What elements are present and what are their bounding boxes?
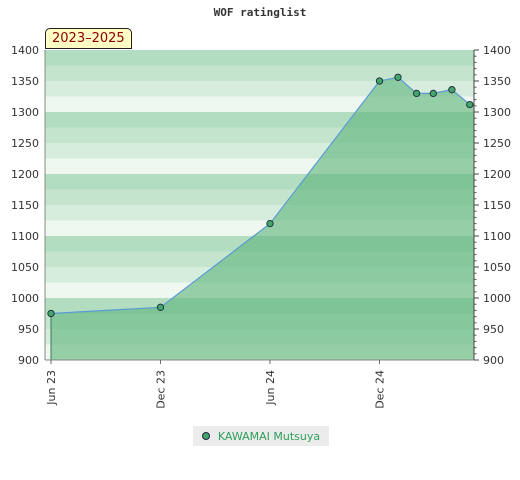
y-tick-label-right: 1350 (483, 75, 511, 88)
grid-band (45, 65, 474, 81)
period-badge: 2023–2025 (45, 28, 132, 49)
legend-label: KAWAMAI Mutsuya (217, 429, 321, 443)
chart-title: WOF ratinglist (213, 6, 307, 19)
x-tick-label: Dec 23 (154, 370, 167, 409)
x-tick-label: Jun 24 (264, 370, 277, 406)
y-tick-label-left: 1100 (11, 230, 39, 243)
y-tick-label-right: 1300 (483, 106, 511, 119)
y-tick-label-left: 1400 (11, 44, 39, 57)
data-point (266, 219, 274, 228)
data-point (156, 303, 165, 311)
grid-band (45, 81, 474, 97)
y-tick-label-right: 1400 (483, 44, 511, 57)
legend[interactable]: KAWAMAI Mutsuya (193, 426, 329, 446)
data-point (394, 73, 402, 81)
y-tick-label-right: 1250 (483, 137, 511, 150)
y-tick-label-left: 950 (18, 323, 39, 336)
x-tick-label: Jun 23 (45, 370, 58, 406)
x-tick-label: Dec 24 (373, 370, 386, 409)
data-point (47, 309, 55, 318)
y-tick-label-left: 900 (18, 354, 39, 367)
y-tick-label-right: 900 (483, 354, 504, 367)
y-tick-label-right: 1100 (483, 230, 511, 243)
data-point (412, 89, 421, 98)
area-fill (50, 77, 474, 361)
y-tick-label-right: 1200 (483, 168, 511, 181)
y-tick-label-right: 950 (483, 323, 504, 336)
grid-band (45, 50, 474, 66)
y-tick-label-left: 1350 (11, 75, 39, 88)
y-tick-label-left: 1200 (11, 168, 39, 181)
series-line (50, 76, 474, 315)
y-tick-label-right: 1150 (483, 199, 511, 212)
y-tick-label-left: 1150 (11, 199, 39, 212)
y-tick-label-right: 1050 (483, 261, 511, 274)
data-point (375, 77, 384, 85)
y-tick-label-left: 1250 (11, 137, 39, 150)
data-point (448, 86, 456, 94)
y-tick-label-left: 1050 (11, 261, 39, 274)
y-tick-label-left: 1000 (11, 292, 39, 305)
y-tick-label-right: 1000 (483, 292, 511, 305)
data-point (429, 89, 437, 98)
data-point (466, 100, 474, 109)
y-tick-label-left: 1300 (11, 106, 39, 119)
legend-marker-icon (201, 432, 210, 440)
